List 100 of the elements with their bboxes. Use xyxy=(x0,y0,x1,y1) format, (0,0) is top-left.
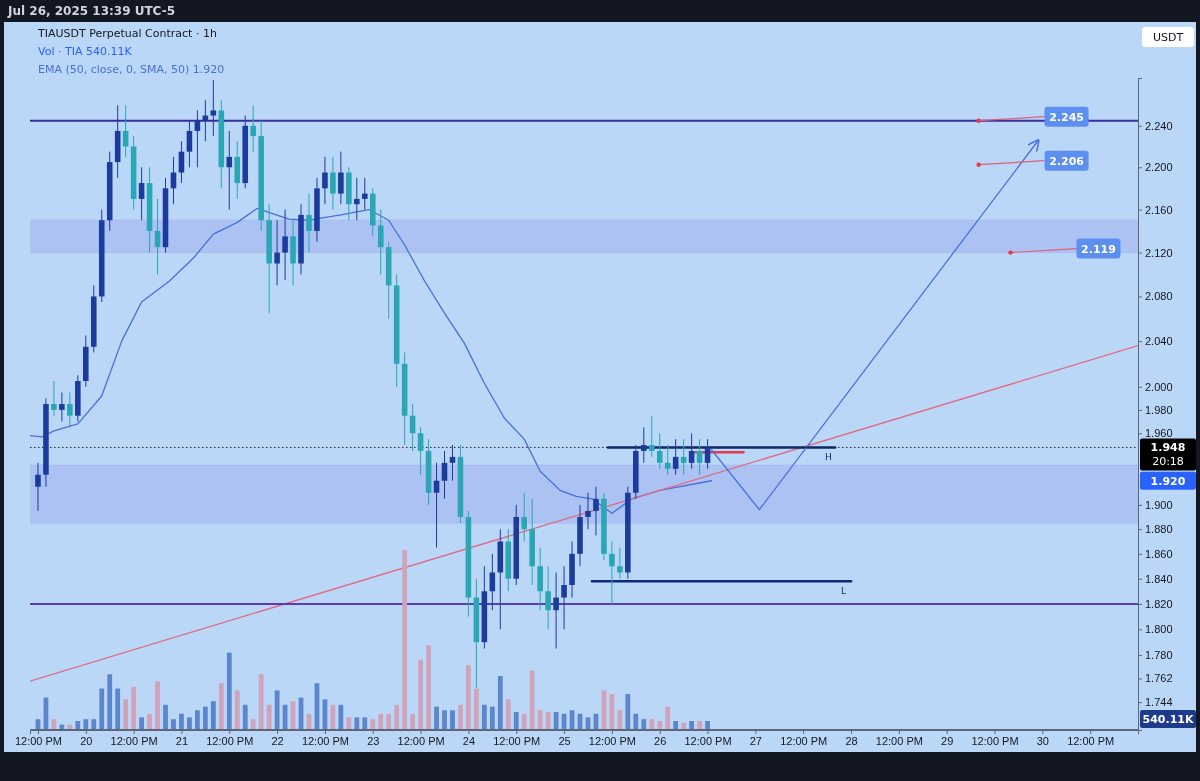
y-tick-label: 2.240 xyxy=(1145,119,1173,132)
x-tick-label: 12:00 PM xyxy=(301,734,349,747)
bar xyxy=(362,717,368,730)
bar xyxy=(529,670,535,730)
bar xyxy=(657,721,663,730)
x-tick-label: 30 xyxy=(1036,734,1049,747)
candlestick xyxy=(696,438,703,476)
y-tick-label: 1.762 xyxy=(1145,672,1173,685)
candlestick xyxy=(593,486,599,536)
x-tick-label: 12:00 PM xyxy=(397,734,445,747)
y-tick-label: 1.980 xyxy=(1145,403,1173,416)
text: 1.920 xyxy=(1150,474,1186,488)
bar xyxy=(370,719,376,730)
bar xyxy=(418,659,423,730)
bar xyxy=(410,713,416,730)
bar xyxy=(258,674,264,730)
bar xyxy=(625,694,631,730)
candlestick xyxy=(417,426,424,476)
candlestick xyxy=(664,444,671,476)
y-tick-label: 2.040 xyxy=(1145,335,1173,348)
bar xyxy=(458,704,463,730)
x-tick-label: 27 xyxy=(749,734,763,747)
bar xyxy=(641,719,647,730)
bar xyxy=(354,717,360,730)
x-tick-label: 12:00 PM xyxy=(206,734,254,747)
text: Vol · TIA xyxy=(38,45,86,58)
bar xyxy=(434,706,439,730)
bar xyxy=(75,721,81,730)
bar xyxy=(481,704,487,730)
candlestick xyxy=(449,444,456,482)
x-tick-label: 26 xyxy=(654,734,667,747)
bar xyxy=(83,719,89,730)
bar xyxy=(649,719,655,730)
bar xyxy=(545,712,551,730)
y-tick-label: 1.820 xyxy=(1145,597,1173,610)
bar xyxy=(346,717,352,730)
x-tick-label: 12:00 PM xyxy=(684,734,732,747)
text: 1.920 xyxy=(192,63,225,76)
bar xyxy=(617,710,623,730)
bar xyxy=(450,710,455,730)
candlestick xyxy=(51,380,57,417)
bar xyxy=(155,681,160,730)
text: Jul 26, 2025 13:39 UTC-5 xyxy=(7,4,176,18)
bar xyxy=(521,713,527,730)
candlestick xyxy=(441,450,448,500)
bar xyxy=(394,704,400,730)
y-tick-label: 2.200 xyxy=(1145,161,1173,174)
candlestick xyxy=(250,104,256,153)
candlestick xyxy=(545,565,551,630)
candlestick xyxy=(210,79,217,137)
x-tick-label: 12:00 PM xyxy=(14,734,63,747)
y-tick-label: 2.000 xyxy=(1145,380,1173,393)
text: 540.11K xyxy=(85,45,132,58)
x-tick-label: 22 xyxy=(271,734,284,747)
bar xyxy=(402,550,408,730)
candlestick xyxy=(377,209,384,275)
x-tick-label: 28 xyxy=(845,734,858,747)
candlestick xyxy=(648,415,655,458)
candlestick xyxy=(609,540,615,605)
annotation: 2.245 xyxy=(1049,110,1084,124)
y-tick-label: 1.840 xyxy=(1145,572,1173,585)
annotation: H xyxy=(825,452,832,463)
line-series xyxy=(30,207,713,514)
candlestick xyxy=(617,547,623,580)
bar xyxy=(131,686,137,730)
bar xyxy=(497,676,503,730)
bar xyxy=(226,652,232,730)
bar xyxy=(179,713,184,730)
annotation: 2.119 xyxy=(1081,242,1116,256)
bar xyxy=(266,704,272,730)
x-tick-label: 12:00 PM xyxy=(588,734,636,747)
bar xyxy=(195,710,200,730)
bar xyxy=(139,717,144,730)
bar xyxy=(218,683,224,730)
candlestick xyxy=(688,432,695,470)
bar xyxy=(673,721,679,730)
candlestick xyxy=(59,392,65,423)
bar xyxy=(210,701,216,730)
ref-line-label: 1.948 xyxy=(1150,441,1186,455)
y-tick-label: 1.960 xyxy=(1145,427,1173,440)
candlestick xyxy=(489,553,496,611)
y-tick-label: 1.880 xyxy=(1145,523,1173,536)
candlestick xyxy=(226,130,233,211)
x-tick-label: 20 xyxy=(80,734,93,747)
bar xyxy=(250,719,256,730)
bar xyxy=(115,688,121,730)
bar xyxy=(705,721,710,730)
candlestick xyxy=(521,492,528,542)
bar xyxy=(386,713,392,730)
x-tick-label: 12:00 PM xyxy=(780,734,828,747)
candlestick xyxy=(322,156,328,205)
bar xyxy=(442,710,447,730)
bar xyxy=(689,721,694,730)
candlestick xyxy=(672,438,679,476)
bar xyxy=(242,704,248,730)
x-tick-label: 21 xyxy=(175,734,189,747)
bar xyxy=(91,719,97,730)
y-tick-label: 1.800 xyxy=(1145,623,1173,636)
y-tick-label: 2.120 xyxy=(1145,246,1173,259)
bar xyxy=(171,719,176,730)
